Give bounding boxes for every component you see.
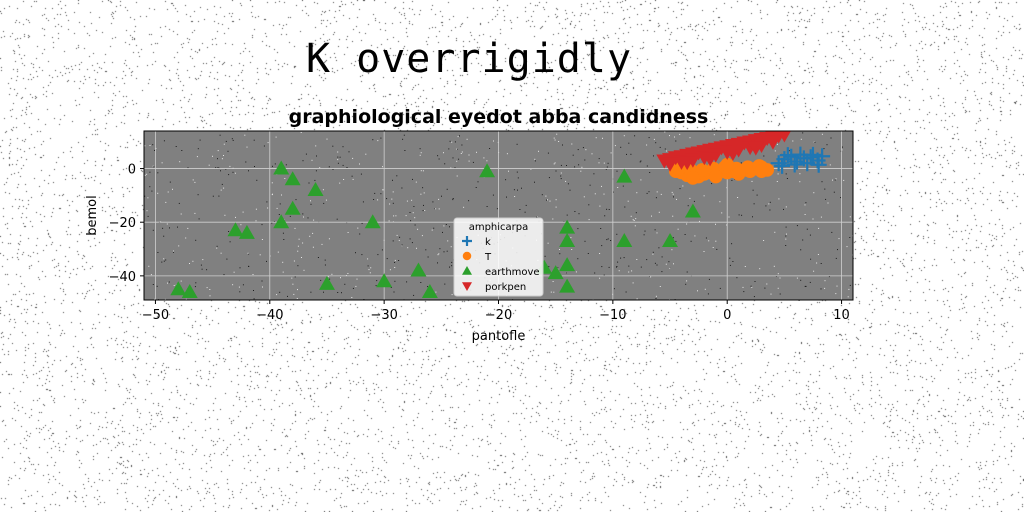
data-point xyxy=(616,168,633,183)
data-point xyxy=(662,232,679,247)
chart-title: graphiological eyedot abba candidness xyxy=(289,106,709,128)
data-point xyxy=(421,283,438,298)
plot-noise xyxy=(144,131,854,301)
data-point xyxy=(774,157,791,174)
data-point xyxy=(708,169,723,184)
data-point xyxy=(776,151,793,168)
legend-label: k xyxy=(485,237,491,248)
series-earthmove xyxy=(170,160,701,298)
data-point xyxy=(462,251,472,261)
data-point xyxy=(284,171,301,186)
data-point xyxy=(720,157,735,172)
data-point xyxy=(307,182,324,197)
legend-label: porkpen xyxy=(485,282,526,293)
data-point xyxy=(686,171,700,185)
data-point xyxy=(462,266,472,275)
x-tick-label: −50 xyxy=(142,308,169,323)
data-point xyxy=(284,200,301,215)
data-point xyxy=(170,281,187,296)
legend-box xyxy=(453,217,544,297)
data-point xyxy=(273,214,290,229)
data-point xyxy=(754,164,769,179)
data-point xyxy=(702,152,719,167)
data-point xyxy=(786,156,803,173)
data-point xyxy=(788,153,805,170)
data-point xyxy=(376,273,393,288)
legend-title: amphicarpa xyxy=(469,222,529,233)
data-point xyxy=(318,275,335,290)
x-axis-label: pantofle xyxy=(472,329,526,344)
x-tick-label: 0 xyxy=(723,308,731,323)
plot-points xyxy=(170,131,831,298)
data-point xyxy=(559,232,576,247)
data-point xyxy=(227,222,244,237)
y-tick-label: −20 xyxy=(109,216,136,231)
data-point xyxy=(747,141,764,156)
data-point xyxy=(804,146,821,163)
y-axis-label: bemol xyxy=(85,195,100,235)
data-point xyxy=(559,257,576,272)
data-point xyxy=(684,203,701,218)
data-point xyxy=(479,163,496,178)
data-point xyxy=(364,214,381,229)
data-point xyxy=(273,160,290,175)
data-point xyxy=(238,224,255,239)
data-point xyxy=(559,219,576,234)
data-point xyxy=(181,283,198,298)
data-point xyxy=(799,155,816,172)
data-point xyxy=(731,166,746,181)
x-tick-label: −40 xyxy=(256,308,283,323)
data-point xyxy=(616,232,633,247)
x-tick-label: −10 xyxy=(599,308,626,323)
series-porkpen xyxy=(656,131,791,172)
data-point xyxy=(814,148,831,165)
x-tick-label: −30 xyxy=(370,308,397,323)
data-point xyxy=(547,265,564,280)
data-point xyxy=(462,236,472,246)
data-point xyxy=(777,131,791,143)
data-point xyxy=(559,278,576,293)
data-point xyxy=(764,135,781,150)
legend-label: earthmove xyxy=(485,267,540,278)
data-point xyxy=(695,163,709,177)
data-point xyxy=(410,262,427,277)
data-point xyxy=(462,282,472,291)
data-point xyxy=(724,146,741,161)
data-point xyxy=(810,156,827,173)
figure-suptitle: K overrigidly xyxy=(305,36,633,82)
data-point xyxy=(662,157,679,172)
series-k xyxy=(770,146,831,174)
data-point xyxy=(679,156,696,171)
x-tick-label: −20 xyxy=(485,308,512,323)
series-T xyxy=(668,157,775,185)
y-tick-label: −40 xyxy=(109,270,136,285)
legend-label: T xyxy=(484,252,492,263)
y-tick-label: 0 xyxy=(128,163,136,178)
x-tick-label: 10 xyxy=(833,308,850,323)
